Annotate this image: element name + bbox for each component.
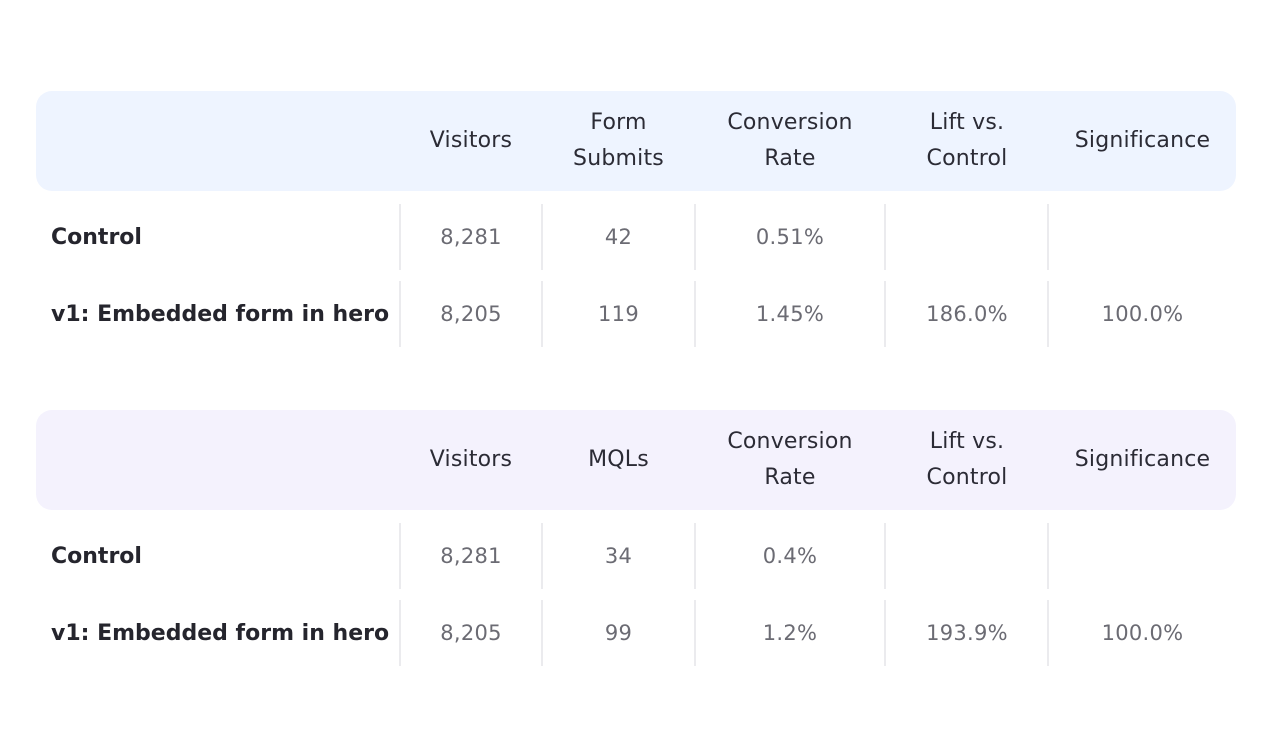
cell-lift: 186.0% bbox=[926, 302, 1008, 326]
column-divider bbox=[399, 523, 401, 589]
table-row: v1: Embedded form in hero 8,205 99 1.2% … bbox=[36, 600, 1236, 666]
cell-mqls: 34 bbox=[604, 544, 633, 568]
cell-form-submits: 119 bbox=[598, 302, 639, 326]
row-label: v1: Embedded form in hero bbox=[51, 301, 390, 327]
header-conversion-rate: Conversion Rate bbox=[727, 429, 853, 490]
column-divider bbox=[884, 523, 886, 589]
column-divider bbox=[399, 281, 401, 347]
cell-significance bbox=[1049, 523, 1236, 589]
column-divider bbox=[884, 204, 886, 270]
row-label: Control bbox=[51, 543, 142, 569]
table-header: Visitors MQLs Conversion Rate Lift vs. C… bbox=[36, 410, 1236, 510]
column-divider bbox=[694, 600, 696, 666]
header-significance: Significance bbox=[1074, 128, 1211, 153]
table-row: Control 8,281 34 0.4% bbox=[36, 523, 1236, 589]
column-divider bbox=[1047, 600, 1049, 666]
column-divider bbox=[1047, 523, 1049, 589]
header-conversion-rate: Conversion Rate bbox=[727, 110, 853, 171]
cell-form-submits: 42 bbox=[604, 225, 633, 249]
cell-visitors: 8,205 bbox=[440, 302, 502, 326]
cell-significance bbox=[1049, 204, 1236, 270]
column-divider bbox=[1047, 204, 1049, 270]
cell-conversion-rate: 1.45% bbox=[755, 302, 825, 326]
cell-visitors: 8,205 bbox=[440, 621, 502, 645]
cell-lift bbox=[885, 523, 1049, 589]
header-significance: Significance bbox=[1074, 447, 1211, 472]
column-divider bbox=[694, 204, 696, 270]
column-divider bbox=[884, 281, 886, 347]
cell-mqls: 99 bbox=[604, 621, 633, 645]
cell-conversion-rate: 0.51% bbox=[755, 225, 825, 249]
header-visitors: Visitors bbox=[429, 128, 513, 153]
column-divider bbox=[541, 204, 543, 270]
cell-lift: 193.9% bbox=[926, 621, 1008, 645]
header-visitors: Visitors bbox=[429, 447, 513, 472]
column-divider bbox=[1047, 281, 1049, 347]
column-divider bbox=[694, 523, 696, 589]
table-header: Visitors Form Submits Conversion Rate Li… bbox=[36, 91, 1236, 191]
column-divider bbox=[541, 281, 543, 347]
row-label: Control bbox=[51, 224, 142, 250]
cell-visitors: 8,281 bbox=[440, 544, 502, 568]
cell-lift bbox=[885, 204, 1049, 270]
table-row: v1: Embedded form in hero 8,205 119 1.45… bbox=[36, 281, 1236, 347]
column-divider bbox=[541, 600, 543, 666]
cell-visitors: 8,281 bbox=[440, 225, 502, 249]
header-form-submits: Form Submits bbox=[573, 110, 664, 171]
column-divider bbox=[399, 600, 401, 666]
header-mqls: MQLs bbox=[588, 447, 649, 472]
cell-conversion-rate: 1.2% bbox=[762, 621, 818, 645]
cell-significance: 100.0% bbox=[1101, 302, 1184, 326]
header-lift-vs-control: Lift vs. Control bbox=[926, 110, 1008, 171]
column-divider bbox=[541, 523, 543, 589]
row-label: v1: Embedded form in hero bbox=[51, 620, 390, 646]
column-divider bbox=[884, 600, 886, 666]
table-row: Control 8,281 42 0.51% bbox=[36, 204, 1236, 270]
column-divider bbox=[399, 204, 401, 270]
cell-significance: 100.0% bbox=[1101, 621, 1184, 645]
column-divider bbox=[694, 281, 696, 347]
header-lift-vs-control: Lift vs. Control bbox=[926, 429, 1008, 490]
cell-conversion-rate: 0.4% bbox=[762, 544, 818, 568]
